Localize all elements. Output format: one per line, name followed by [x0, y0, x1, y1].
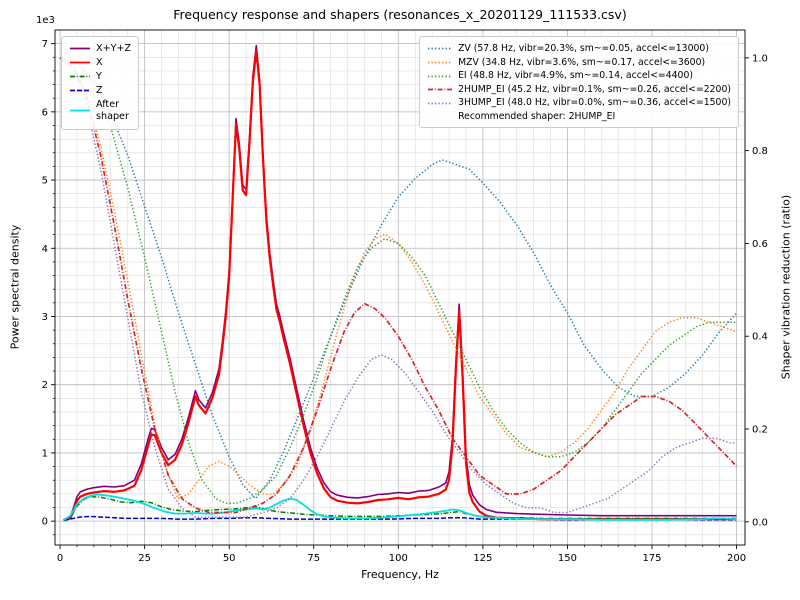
legend-item-x: X	[69, 57, 131, 69]
svg-text:125: 125	[473, 553, 492, 564]
legend-item-ei: EI (48.8 Hz, vibr=4.9%, sm~=0.14, accel<…	[427, 70, 731, 82]
svg-text:25: 25	[138, 553, 151, 564]
svg-text:175: 175	[642, 553, 661, 564]
series-mzv	[59, 57, 737, 500]
svg-text:6: 6	[42, 107, 48, 118]
legend-line-sample-z	[70, 90, 90, 92]
svg-text:7: 7	[42, 39, 48, 50]
legend-item-y: Y	[69, 71, 131, 83]
svg-text:0: 0	[42, 517, 48, 528]
y-axis-label-right: Shaper vibration reduction (ratio)	[779, 194, 793, 380]
svg-text:150: 150	[558, 553, 577, 564]
svg-text:0.0: 0.0	[752, 517, 768, 528]
legend-label-mzv: MZV (34.8 Hz, vibr=3.6%, sm~=0.17, accel…	[458, 56, 706, 68]
svg-text:200: 200	[727, 553, 746, 564]
series-zv	[59, 57, 738, 500]
legend-label-y: Y	[96, 70, 102, 82]
svg-text:0.8: 0.8	[752, 146, 768, 157]
legend-line-sample-x	[70, 62, 90, 64]
legend-item-after-shaper: After shaper	[69, 99, 131, 123]
legend-label-2hump_ei: 2HUMP_EI (45.2 Hz, vibr=0.1%, sm~=0.26, …	[458, 83, 731, 95]
svg-text:1: 1	[42, 448, 48, 459]
svg-text:50: 50	[223, 553, 236, 564]
psd-series	[62, 44, 737, 522]
svg-text:2: 2	[42, 380, 48, 391]
svg-text:4: 4	[42, 244, 48, 255]
legend-line-sample-2hump_ei	[428, 88, 453, 91]
legend-label-xyz: X+Y+Z	[96, 43, 132, 54]
legend-line-sample-mzv	[428, 61, 453, 64]
legend-psd: X+Y+Z X Y Z After shaper	[61, 36, 140, 130]
legend-line-sample-xyz	[70, 48, 90, 50]
legend-label-ei: EI (48.8 Hz, vibr=4.9%, sm~=0.14, accel<…	[458, 70, 694, 82]
legend-item-mzv: MZV (34.8 Hz, vibr=3.6%, sm~=0.17, accel…	[427, 57, 731, 69]
chart-title: Frequency response and shapers (resonanc…	[173, 7, 627, 22]
shaper-series	[59, 57, 738, 518]
series-y	[63, 495, 737, 522]
x-axis-label: Frequency, Hz	[361, 568, 439, 581]
svg-text:0.2: 0.2	[752, 425, 768, 436]
legend-shapers: ZV (57.8 Hz, vibr=20.3%, sm~=0.05, accel…	[419, 36, 739, 129]
legend-item-xyz: X+Y+Z	[69, 43, 131, 55]
series-2hump_ei	[59, 57, 738, 514]
svg-text:0: 0	[57, 553, 63, 564]
svg-text:100: 100	[389, 553, 408, 564]
series-x	[63, 49, 737, 522]
legend-item-3hump_ei: 3HUMP_EI (48.0 Hz, vibr=0.0%, sm~=0.36, …	[427, 97, 731, 109]
series-after-shaper	[62, 493, 737, 522]
legend-line-sample-ei	[428, 75, 453, 77]
legend-label-x: X	[96, 56, 103, 68]
legend-label-after-shaper: After shaper	[96, 98, 129, 122]
svg-text:0.6: 0.6	[752, 239, 768, 250]
svg-text:75: 75	[307, 553, 320, 564]
legend-label-z: Z	[96, 84, 103, 96]
axes-spines	[54, 29, 746, 546]
legend-label-zv: ZV (57.8 Hz, vibr=20.3%, sm~=0.05, accel…	[458, 43, 709, 54]
series-3hump_ei	[59, 57, 737, 518]
legend-item-zv: ZV (57.8 Hz, vibr=20.3%, sm~=0.05, accel…	[427, 43, 731, 55]
legend-note-recommended-shaper: Recommended shaper: 2HUMP_EI	[458, 111, 616, 123]
svg-text:3: 3	[42, 312, 48, 323]
y-axis-multiplier-label: 1e3	[36, 15, 55, 26]
legend-label-3hump_ei: 3HUMP_EI (48.0 Hz, vibr=0.0%, sm~=0.36, …	[458, 97, 731, 109]
legend-line-sample-after-shaper	[70, 110, 90, 112]
svg-text:0.4: 0.4	[752, 332, 768, 343]
axis-ticks: 0 25 50 75 100 125 150 175 200 0 1 2 3 4 5 6 7 0.0 0.2 0.4 0…	[42, 39, 768, 564]
legend-line-sample-3hump_ei	[428, 102, 453, 105]
legend-line-sample-zv	[428, 47, 453, 50]
series-ei	[59, 57, 737, 504]
y-axis-label-left: Power spectral density	[8, 224, 22, 350]
legend-item-2hump_ei: 2HUMP_EI (45.2 Hz, vibr=0.1%, sm~=0.26, …	[427, 84, 731, 96]
legend-line-sample-y	[70, 76, 90, 78]
legend-item-z: Z	[69, 85, 131, 97]
svg-text:5: 5	[42, 176, 48, 187]
svg-text:1.0: 1.0	[752, 53, 768, 64]
